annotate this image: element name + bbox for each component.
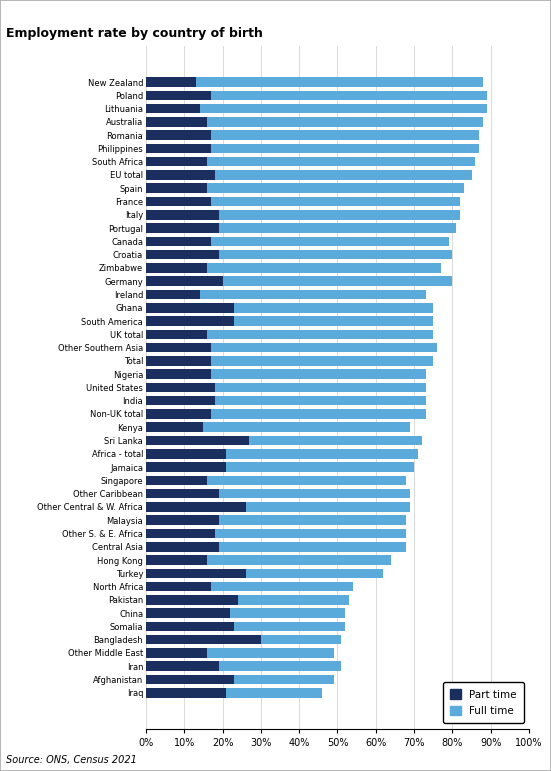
Bar <box>226 449 418 459</box>
Bar <box>211 130 479 140</box>
Bar <box>215 396 425 406</box>
Bar <box>146 476 207 485</box>
Bar <box>146 104 199 113</box>
Bar <box>146 277 223 286</box>
Bar <box>226 463 414 472</box>
Bar <box>146 595 238 604</box>
Bar <box>211 90 487 100</box>
Bar <box>215 529 407 538</box>
Bar <box>219 542 407 551</box>
Bar <box>219 250 452 259</box>
Bar <box>146 369 211 379</box>
Bar <box>146 449 226 459</box>
Bar <box>234 303 433 312</box>
Bar <box>146 635 261 645</box>
Bar <box>146 343 211 352</box>
Bar <box>146 675 234 685</box>
Bar <box>146 210 219 220</box>
Bar <box>146 568 246 578</box>
Bar <box>207 648 334 658</box>
Bar <box>211 343 437 352</box>
Bar <box>207 183 464 193</box>
Bar <box>219 489 410 498</box>
Bar <box>146 263 207 273</box>
Bar <box>146 183 207 193</box>
Bar <box>146 197 211 207</box>
Bar <box>261 635 341 645</box>
Text: Source: ONS, Census 2021: Source: ONS, Census 2021 <box>6 755 137 765</box>
Bar <box>146 396 215 406</box>
Bar <box>146 555 207 565</box>
Bar <box>211 143 479 153</box>
Bar <box>211 237 449 246</box>
Bar <box>211 409 425 419</box>
Bar <box>146 237 211 246</box>
Bar <box>146 77 196 87</box>
Bar <box>146 436 250 446</box>
Bar <box>146 356 211 365</box>
Bar <box>219 210 460 220</box>
Bar <box>146 250 219 259</box>
Bar <box>146 143 211 153</box>
Bar <box>146 648 207 658</box>
Bar <box>146 90 211 100</box>
Bar <box>226 688 322 698</box>
Bar <box>146 382 215 392</box>
Bar <box>250 436 422 446</box>
Bar <box>146 688 226 698</box>
Bar <box>146 316 234 326</box>
Bar <box>207 117 483 126</box>
Bar <box>215 170 472 180</box>
Bar <box>146 621 234 631</box>
Bar <box>199 290 425 299</box>
Bar <box>146 117 207 126</box>
Bar <box>246 502 410 512</box>
Bar <box>207 329 433 339</box>
Bar <box>211 582 353 591</box>
Bar <box>146 516 219 525</box>
Bar <box>230 608 345 618</box>
Bar <box>146 157 207 167</box>
Bar <box>223 277 452 286</box>
Bar <box>246 568 383 578</box>
Bar <box>234 621 345 631</box>
Bar <box>211 369 425 379</box>
Bar <box>146 290 199 299</box>
Bar <box>207 476 407 485</box>
Bar <box>146 608 230 618</box>
Bar <box>234 675 334 685</box>
Bar <box>234 316 433 326</box>
Bar <box>215 382 425 392</box>
Bar <box>211 197 460 207</box>
Bar <box>207 263 441 273</box>
Bar <box>219 224 456 233</box>
Bar <box>207 555 391 565</box>
Bar <box>219 516 407 525</box>
Bar <box>238 595 349 604</box>
Bar <box>219 662 341 671</box>
Bar <box>146 529 215 538</box>
Bar <box>199 104 487 113</box>
Bar <box>146 463 226 472</box>
Bar <box>146 303 234 312</box>
Bar <box>196 77 483 87</box>
Bar <box>146 409 211 419</box>
Bar <box>146 502 246 512</box>
Bar <box>203 423 410 432</box>
Bar <box>146 542 219 551</box>
Bar <box>146 662 219 671</box>
Text: Employment rate by country of birth: Employment rate by country of birth <box>6 27 262 40</box>
Bar <box>146 329 207 339</box>
Bar <box>146 130 211 140</box>
Bar <box>146 224 219 233</box>
Bar <box>146 489 219 498</box>
Bar <box>146 423 203 432</box>
Bar <box>146 582 211 591</box>
Legend: Part time, Full time: Part time, Full time <box>443 682 524 723</box>
Bar <box>211 356 433 365</box>
Bar <box>207 157 476 167</box>
Bar <box>146 170 215 180</box>
